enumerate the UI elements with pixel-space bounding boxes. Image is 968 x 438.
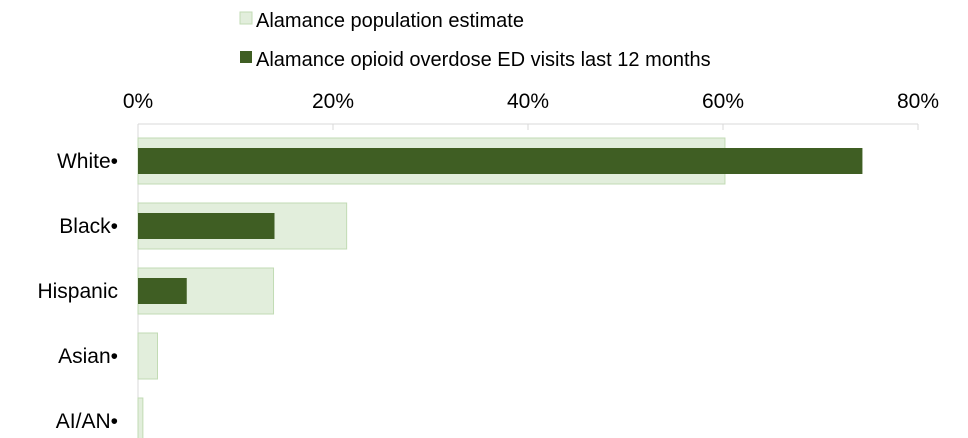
category-label: Asian• (58, 345, 118, 368)
x-tick-label: 20% (312, 90, 354, 113)
bar-population (138, 398, 143, 438)
bar-population (138, 333, 158, 379)
legend: Alamance population estimate Alamance op… (240, 10, 711, 71)
x-tick-label: 80% (897, 90, 939, 113)
legend-swatch-ed-visits (240, 51, 252, 63)
bars (138, 138, 862, 438)
category-label: White• (57, 150, 118, 173)
legend-label-population: Alamance population estimate (256, 10, 524, 32)
x-tick-label: 60% (702, 90, 744, 113)
category-label: Hispanic (37, 280, 118, 303)
legend-label-ed-visits: Alamance opioid overdose ED visits last … (256, 49, 711, 71)
x-tick-label: 0% (123, 90, 153, 113)
legend-swatch-population (240, 12, 252, 24)
category-label: AI/AN• (56, 410, 118, 433)
bar-ed-visits (138, 148, 862, 174)
x-tick-label: 40% (507, 90, 549, 113)
bar-ed-visits (138, 278, 187, 304)
bar-ed-visits (138, 213, 275, 239)
category-label: Black• (59, 215, 118, 238)
category-labels: White• Black• Hispanic Asian• AI/AN• (37, 150, 118, 433)
